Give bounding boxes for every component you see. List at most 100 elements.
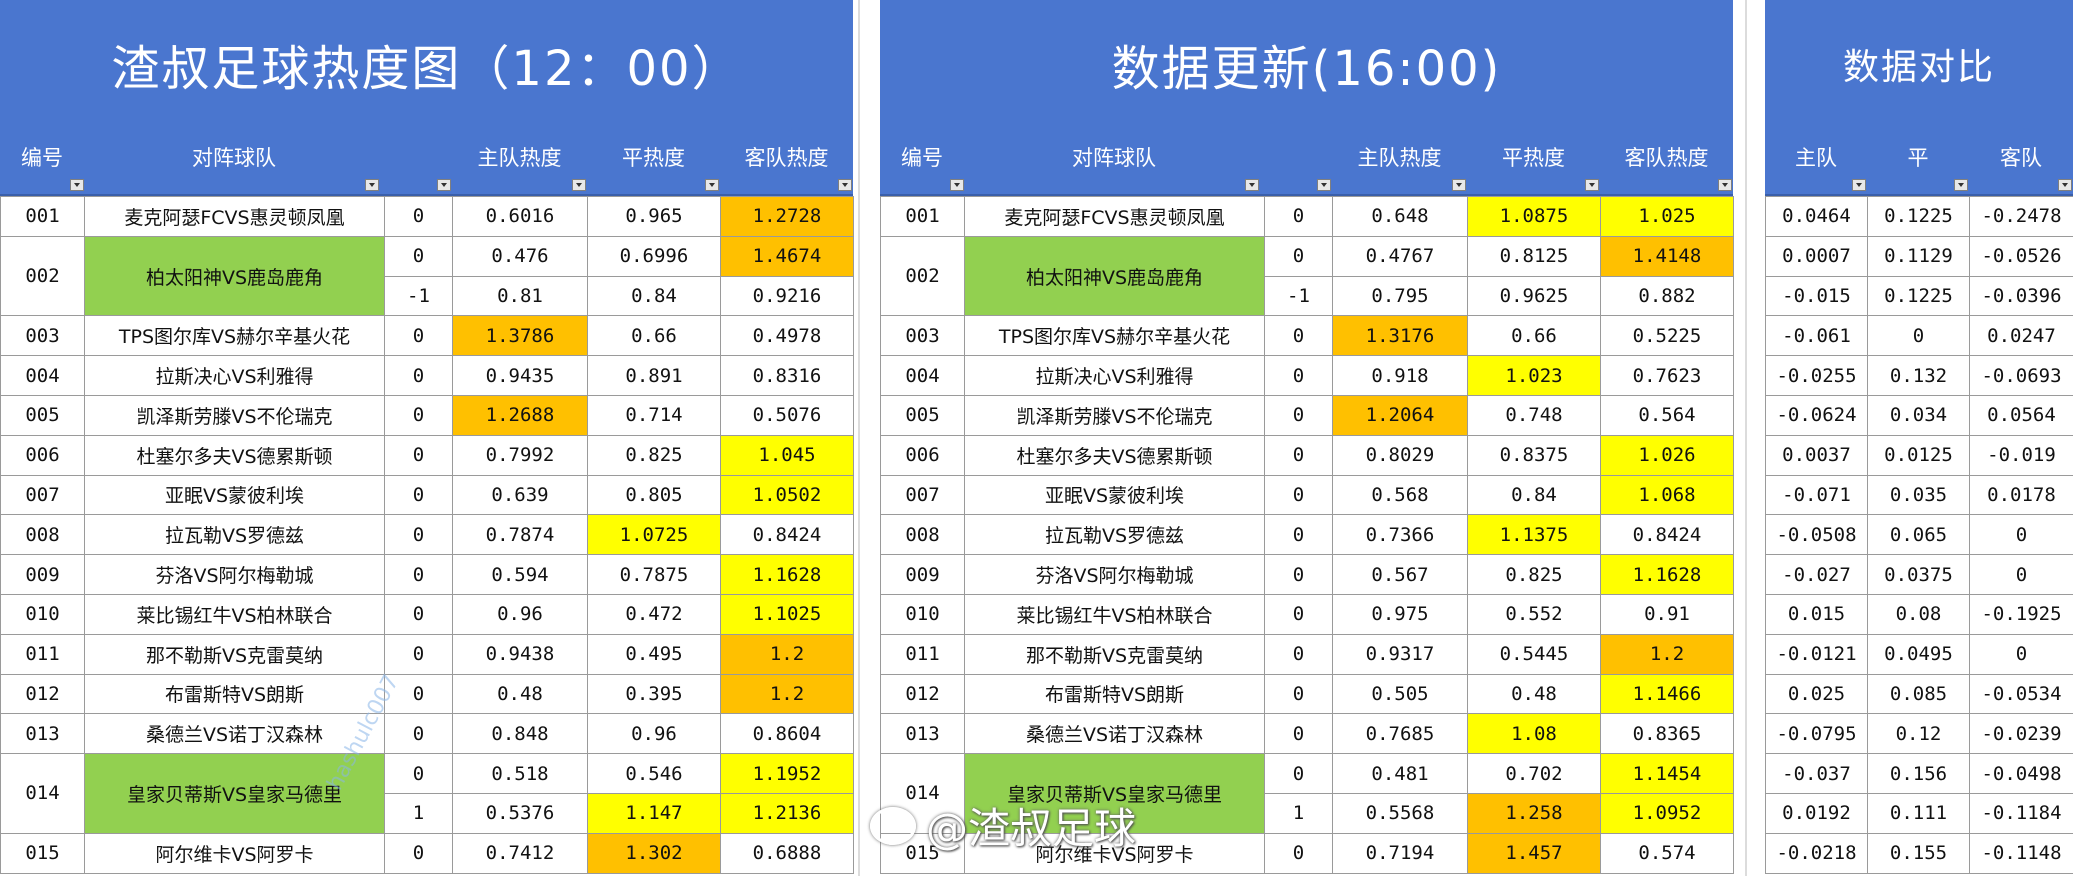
home-diff-cell[interactable]: -0.071 [1765,474,1868,516]
handicap-cell[interactable]: 0 [1264,673,1333,715]
filter-dropdown-icon[interactable] [950,179,964,191]
draw-heat-cell[interactable]: 0.84 [587,275,721,317]
handicap-cell[interactable]: 0 [1264,196,1333,237]
match-team[interactable]: 麦克阿瑟FCVS惠灵顿凤凰 [84,196,385,237]
home-heat-cell[interactable]: 0.48 [452,673,588,715]
draw-heat-cell[interactable]: 1.302 [587,832,721,874]
away-heat-cell[interactable]: 1.1466 [1600,673,1734,715]
match-id[interactable]: 007 [880,474,965,516]
draw-diff-cell[interactable]: 0.1129 [1867,235,1970,277]
match-team[interactable]: 凯泽斯劳滕VS不伦瑞克 [964,394,1265,436]
home-heat-cell[interactable]: 0.975 [1332,593,1468,635]
match-team[interactable]: 桑德兰VS诺丁汉森林 [84,713,385,755]
match-team[interactable]: 皇家贝蒂斯VS皇家马德里 [84,753,385,834]
home-heat-cell[interactable]: 0.518 [452,753,588,794]
draw-heat-cell[interactable]: 0.7875 [587,554,721,595]
handicap-cell[interactable]: 0 [384,593,453,635]
match-team[interactable]: 拉斯决心VS利雅得 [84,355,385,396]
draw-diff-cell[interactable]: 0.155 [1867,832,1970,874]
home-heat-cell[interactable]: 0.918 [1332,355,1468,396]
handicap-cell[interactable]: 0 [384,554,453,595]
handicap-cell[interactable]: 0 [1264,394,1333,436]
draw-heat-cell[interactable]: 1.0875 [1467,196,1601,237]
away-heat-cell[interactable]: 0.8604 [720,713,854,755]
draw-diff-cell[interactable]: 0.034 [1867,394,1970,436]
filter-dropdown-icon[interactable] [437,179,451,191]
draw-heat-cell[interactable]: 0.8375 [1467,434,1601,476]
match-id[interactable]: 015 [880,832,965,874]
handicap-cell[interactable]: 0 [1264,315,1333,357]
filter-dropdown-icon[interactable] [572,179,586,191]
away-diff-cell[interactable]: -0.0526 [1969,235,2073,277]
handicap-cell[interactable]: -1 [1264,275,1333,317]
away-diff-cell[interactable]: -0.0239 [1969,713,2073,755]
home-diff-cell[interactable]: -0.015 [1765,275,1868,317]
draw-diff-cell[interactable]: 0.085 [1867,673,1970,715]
away-heat-cell[interactable]: 1.026 [1600,434,1734,476]
handicap-cell[interactable]: 0 [384,713,453,755]
match-id[interactable]: 002 [880,235,965,317]
match-team[interactable]: TPS图尔库VS赫尔辛基火花 [84,315,385,357]
draw-heat-cell[interactable]: 0.66 [587,315,721,357]
away-diff-cell[interactable]: 0 [1969,633,2073,675]
home-diff-cell[interactable]: 0.015 [1765,593,1868,635]
draw-diff-cell[interactable]: 0.1225 [1867,275,1970,317]
match-id[interactable]: 011 [880,633,965,675]
filter-dropdown-icon[interactable] [1317,179,1331,191]
match-id[interactable]: 003 [880,315,965,357]
home-heat-cell[interactable]: 1.2064 [1332,394,1468,436]
draw-heat-cell[interactable]: 0.546 [587,753,721,794]
away-heat-cell[interactable]: 0.4978 [720,315,854,357]
draw-heat-cell[interactable]: 0.825 [1467,554,1601,595]
handicap-cell[interactable]: 0 [384,474,453,516]
match-team[interactable]: 拉斯决心VS利雅得 [964,355,1265,396]
draw-heat-cell[interactable]: 0.552 [1467,593,1601,635]
match-id[interactable]: 006 [0,434,85,476]
away-heat-cell[interactable]: 1.1952 [720,753,854,794]
draw-diff-cell[interactable]: 0.08 [1867,593,1970,635]
match-id[interactable]: 014 [880,753,965,834]
away-heat-cell[interactable]: 0.8424 [1600,514,1734,556]
handicap-cell[interactable]: 0 [1264,554,1333,595]
away-diff-cell[interactable]: -0.1184 [1969,792,2073,834]
away-heat-cell[interactable]: 1.025 [1600,196,1734,237]
handicap-cell[interactable]: 0 [1264,474,1333,516]
match-id[interactable]: 011 [0,633,85,675]
match-team[interactable]: 拉瓦勒VS罗德兹 [964,514,1265,556]
filter-dropdown-icon[interactable] [1852,179,1866,191]
match-team[interactable]: 亚眠VS蒙彼利埃 [84,474,385,516]
draw-diff-cell[interactable]: 0.0375 [1867,554,1970,595]
handicap-cell[interactable]: 0 [384,434,453,476]
away-heat-cell[interactable]: 0.564 [1600,394,1734,436]
filter-dropdown-icon[interactable] [838,179,852,191]
away-heat-cell[interactable]: 1.2136 [720,792,854,834]
filter-dropdown-icon[interactable] [2058,179,2072,191]
filter-dropdown-icon[interactable] [1718,179,1732,191]
away-heat-cell[interactable]: 1.2728 [720,196,854,237]
match-team[interactable]: 柏太阳神VS鹿岛鹿角 [964,235,1265,317]
draw-diff-cell[interactable]: 0.0495 [1867,633,1970,675]
home-diff-cell[interactable]: -0.027 [1765,554,1868,595]
match-id[interactable]: 001 [0,196,85,237]
home-diff-cell[interactable]: -0.0624 [1765,394,1868,436]
handicap-cell[interactable]: 0 [1264,593,1333,635]
away-diff-cell[interactable]: -0.1148 [1969,832,2073,874]
match-team[interactable]: 莱比锡红牛VS柏林联合 [84,593,385,635]
draw-diff-cell[interactable]: 0.156 [1867,753,1970,794]
match-id[interactable]: 009 [0,554,85,595]
match-team[interactable]: 柏太阳神VS鹿岛鹿角 [84,235,385,317]
filter-dropdown-icon[interactable] [1452,179,1466,191]
draw-heat-cell[interactable]: 1.1375 [1467,514,1601,556]
away-heat-cell[interactable]: 0.9216 [720,275,854,317]
draw-diff-cell[interactable]: 0.1225 [1867,196,1970,237]
away-heat-cell[interactable]: 0.6888 [720,832,854,874]
handicap-cell[interactable]: 0 [384,753,453,794]
filter-dropdown-icon[interactable] [1585,179,1599,191]
away-diff-cell[interactable]: 0 [1969,514,2073,556]
away-heat-cell[interactable]: 1.4674 [720,235,854,277]
handicap-cell[interactable]: -1 [384,275,453,317]
away-heat-cell[interactable]: 1.068 [1600,474,1734,516]
match-id[interactable]: 013 [0,713,85,755]
home-heat-cell[interactable]: 0.476 [452,235,588,277]
away-heat-cell[interactable]: 1.1025 [720,593,854,635]
